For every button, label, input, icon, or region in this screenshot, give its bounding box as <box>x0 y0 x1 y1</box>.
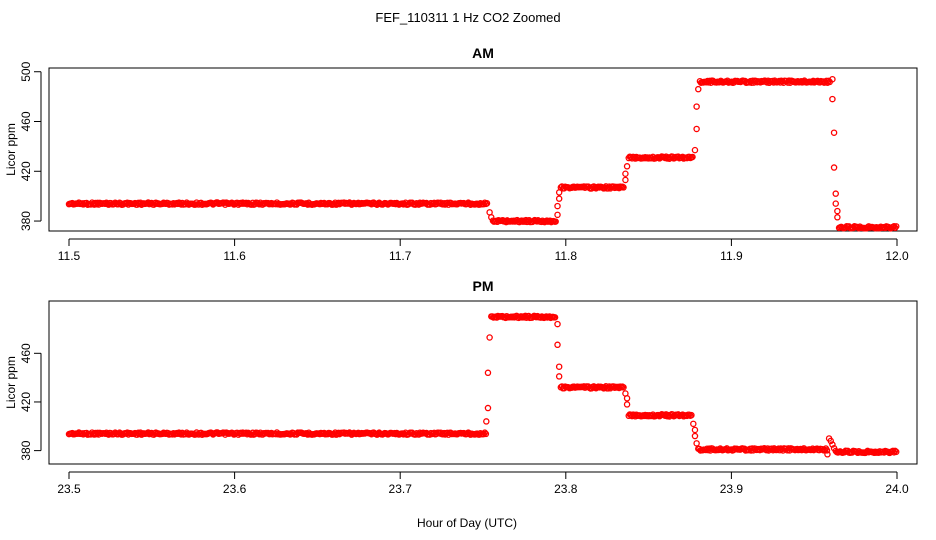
data-point <box>832 190 839 197</box>
data-point <box>834 214 841 221</box>
data-point <box>622 170 629 178</box>
panel-title-pm: PM <box>473 278 494 294</box>
data-point <box>892 448 900 456</box>
data-point <box>622 176 629 184</box>
data-point <box>891 447 899 455</box>
data-point <box>484 404 492 412</box>
data-point <box>483 200 491 207</box>
data-point <box>832 200 839 207</box>
data-point <box>693 125 700 133</box>
data-point <box>554 320 561 328</box>
data-point <box>829 95 836 103</box>
data-series-am <box>65 75 900 232</box>
data-point <box>620 184 627 191</box>
y-tick-label-pm: 460 <box>19 343 33 363</box>
data-point <box>552 218 559 225</box>
data-point <box>691 146 699 154</box>
panel-am: AM 11.5 11.6 11.7 11.8 11.9 12.0 380 420 460 500 Li… <box>4 45 918 263</box>
data-point <box>830 129 838 136</box>
data-point <box>829 75 836 83</box>
y-axis-label-am: Licor ppm <box>4 123 18 176</box>
data-point <box>702 446 710 454</box>
data-point <box>823 447 831 454</box>
x-tick-label-pm: 23.9 <box>720 482 744 496</box>
plot-frame-pm <box>48 300 918 465</box>
data-point <box>555 189 563 196</box>
data-point <box>830 164 838 171</box>
data-point <box>620 384 627 391</box>
data-point <box>554 341 561 349</box>
y-tick-label-pm: 380 <box>19 440 33 460</box>
data-point <box>830 444 838 452</box>
panel-title-am: AM <box>472 45 494 61</box>
data-point <box>623 163 631 170</box>
data-point <box>824 451 831 458</box>
data-point <box>555 363 563 370</box>
x-tick-label-pm: 23.8 <box>554 482 578 496</box>
figure-title: FEF_110311 1 Hz CO2 Zoomed <box>375 10 560 25</box>
data-point <box>554 211 561 219</box>
data-point <box>829 441 836 448</box>
data-point <box>695 85 702 93</box>
data-point <box>690 420 697 428</box>
data-point <box>691 432 699 440</box>
data-point <box>691 426 699 434</box>
plot-frame-am <box>48 67 918 232</box>
data-point <box>892 223 900 230</box>
data-point <box>488 214 495 221</box>
data-point <box>827 437 835 445</box>
data-point <box>693 103 700 110</box>
data-point <box>551 314 559 321</box>
y-tick-label-am: 500 <box>19 61 33 81</box>
x-tick-label-am: 11.5 <box>58 249 81 263</box>
data-point <box>483 418 490 425</box>
x-tick-label-am: 11.8 <box>555 249 578 263</box>
data-point <box>825 77 832 85</box>
x-tick-label-am: 11.6 <box>223 249 246 263</box>
data-point <box>555 195 563 202</box>
data-point <box>623 401 631 408</box>
x-tick-label-am: 11.7 <box>389 249 412 263</box>
figure-x-axis-label: Hour of Day (UTC) <box>417 516 517 530</box>
x-tick-label-pm: 23.7 <box>389 482 413 496</box>
data-point <box>481 429 489 436</box>
x-tick-label-pm: 23.6 <box>223 482 247 496</box>
data-point <box>484 369 492 377</box>
x-tick-label-pm: 23.5 <box>57 482 81 496</box>
y-tick-label-am: 420 <box>19 161 33 181</box>
data-point <box>703 78 710 86</box>
x-tick-label-am: 11.9 <box>720 249 743 263</box>
y-tick-label-pm: 420 <box>19 392 33 412</box>
data-point <box>689 153 696 161</box>
data-point <box>688 411 695 419</box>
data-point <box>834 207 841 215</box>
data-point <box>482 430 490 438</box>
x-tick-label-pm: 24.0 <box>885 482 909 496</box>
data-point <box>486 334 493 341</box>
data-series-pm <box>65 312 900 458</box>
data-point <box>693 440 700 447</box>
data-point <box>623 395 631 402</box>
y-tick-label-am: 460 <box>19 111 33 131</box>
y-axis-label-pm: Licor ppm <box>4 356 18 409</box>
data-point <box>555 373 563 380</box>
data-point <box>554 202 561 210</box>
panel-pm: PM 23.5 23.6 23.7 23.8 23.9 24.0 380 420 460Licor… <box>4 278 918 496</box>
y-tick-label-am: 380 <box>19 211 33 231</box>
x-tick-label-am: 12.0 <box>885 249 909 263</box>
